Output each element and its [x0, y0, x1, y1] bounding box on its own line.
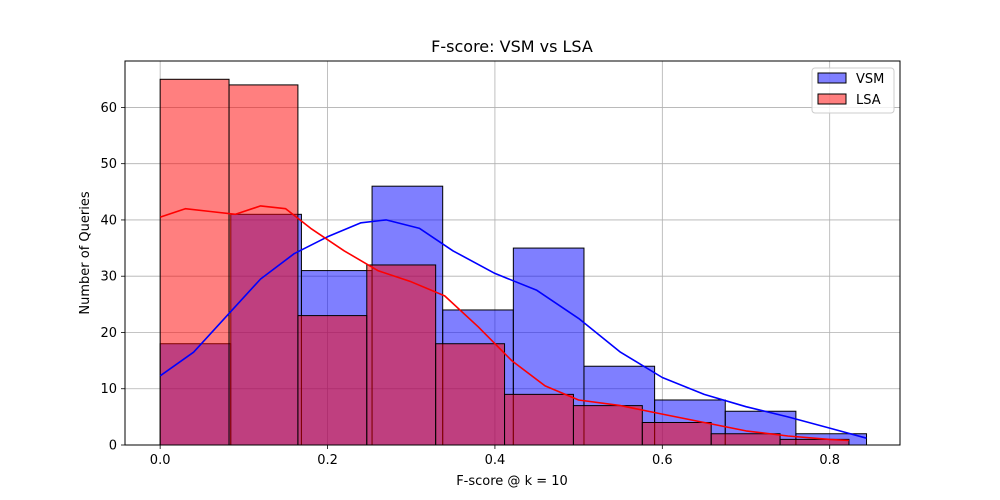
y-tick-label: 30: [100, 270, 117, 285]
x-tick-label: 0.8: [819, 453, 840, 468]
y-tick-label: 60: [100, 101, 117, 116]
y-tick-label: 50: [100, 157, 117, 172]
lsa-bar: [572, 405, 643, 446]
lsa-kde-line: [159, 205, 849, 442]
legend: VSM LSA: [811, 67, 895, 114]
legend-swatch-vsm: [817, 72, 847, 84]
legend-swatch-lsa: [817, 93, 847, 105]
x-axis-ticks: 0.0 0.2 0.4 0.6 0.8: [150, 445, 840, 468]
x-tick-label: 0.2: [317, 453, 338, 468]
lsa-bar: [297, 315, 368, 446]
y-tick-label: 40: [100, 213, 117, 228]
kde-curves: [159, 205, 867, 442]
x-tick-label: 0.6: [652, 453, 673, 468]
y-tick-label: 20: [100, 326, 117, 341]
legend-label-lsa: LSA: [856, 93, 881, 108]
chart-title: F-score: VSM vs LSA: [431, 37, 593, 56]
lsa-bar: [504, 393, 574, 446]
lsa-bar: [159, 78, 230, 446]
y-tick-label: 10: [100, 382, 117, 397]
y-tick-label: 0: [109, 439, 117, 454]
x-tick-label: 0.4: [485, 453, 506, 468]
y-axis-ticks: 0 10 20 30 40 50 60: [100, 101, 125, 454]
plot-frame: [124, 60, 901, 446]
x-axis-label: F-score @ k = 10: [456, 474, 568, 489]
lsa-bar: [366, 264, 437, 446]
vsm-kde-line: [159, 219, 867, 439]
histogram-bars: [159, 78, 868, 446]
x-tick-label: 0.0: [150, 453, 171, 468]
lsa-bar: [228, 84, 299, 446]
y-axis-label: Number of Queries: [78, 191, 93, 314]
legend-label-vsm: VSM: [856, 72, 884, 87]
lsa-bar: [641, 421, 712, 446]
lsa-bar: [710, 433, 781, 446]
lsa-bar: [435, 343, 506, 446]
